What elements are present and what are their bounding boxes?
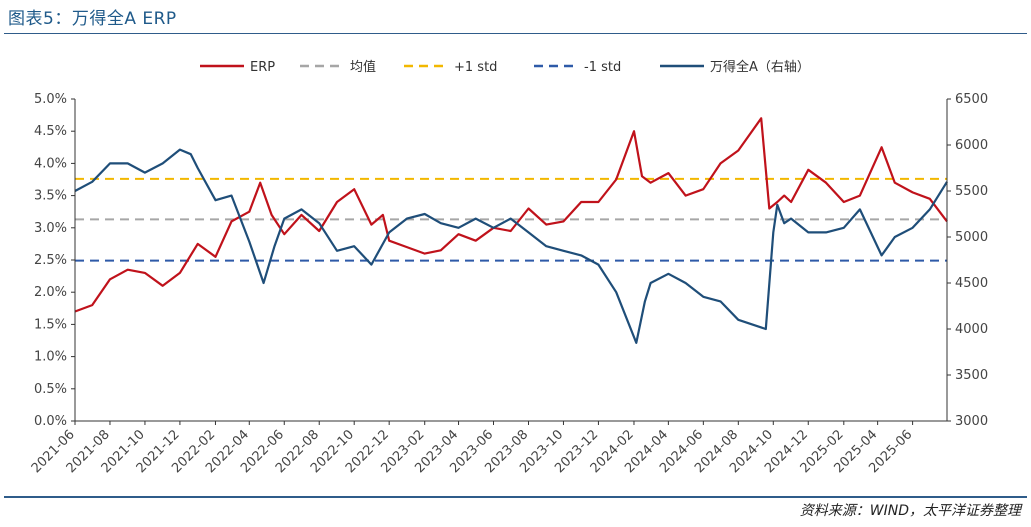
left-tick-label: 1.0% bbox=[34, 350, 67, 365]
right-tick-label: 5500 bbox=[955, 184, 988, 199]
right-tick-label: 3000 bbox=[955, 414, 988, 429]
series-line-erp bbox=[74, 117, 948, 313]
left-tick-label: 3.0% bbox=[34, 221, 67, 236]
legend-label: 均值 bbox=[350, 59, 376, 75]
chart-title: 图表5：万得全A ERP bbox=[8, 9, 177, 29]
legend-label: 万得全A（右轴） bbox=[710, 59, 810, 75]
left-tick-label: 3.5% bbox=[34, 189, 67, 204]
left-tick-label: 4.5% bbox=[34, 124, 67, 139]
right-tick-label: 6000 bbox=[955, 138, 988, 153]
right-tick-label: 6500 bbox=[955, 92, 988, 107]
legend-label: ERP bbox=[250, 60, 275, 75]
right-tick-label: 3500 bbox=[955, 368, 988, 383]
left-tick-label: 2.5% bbox=[34, 253, 67, 268]
series-line--a- bbox=[74, 148, 948, 344]
left-tick-label: 0.0% bbox=[34, 414, 67, 429]
left-tick-label: 5.0% bbox=[34, 92, 67, 107]
top-divider bbox=[4, 33, 1027, 34]
legend-label: -1 std bbox=[584, 60, 621, 75]
right-tick-label: 4500 bbox=[955, 276, 988, 291]
left-tick-label: 1.5% bbox=[34, 317, 67, 332]
right-tick-label: 5000 bbox=[955, 230, 988, 245]
left-tick-label: 4.0% bbox=[34, 156, 67, 171]
bottom-divider bbox=[4, 496, 1027, 498]
right-tick-label: 4000 bbox=[955, 322, 988, 337]
left-tick-label: 0.5% bbox=[34, 382, 67, 397]
legend-label: +1 std bbox=[454, 60, 497, 75]
left-tick-label: 2.0% bbox=[34, 285, 67, 300]
source-note: 资料来源：WIND，太平洋证券整理 bbox=[799, 503, 1021, 519]
